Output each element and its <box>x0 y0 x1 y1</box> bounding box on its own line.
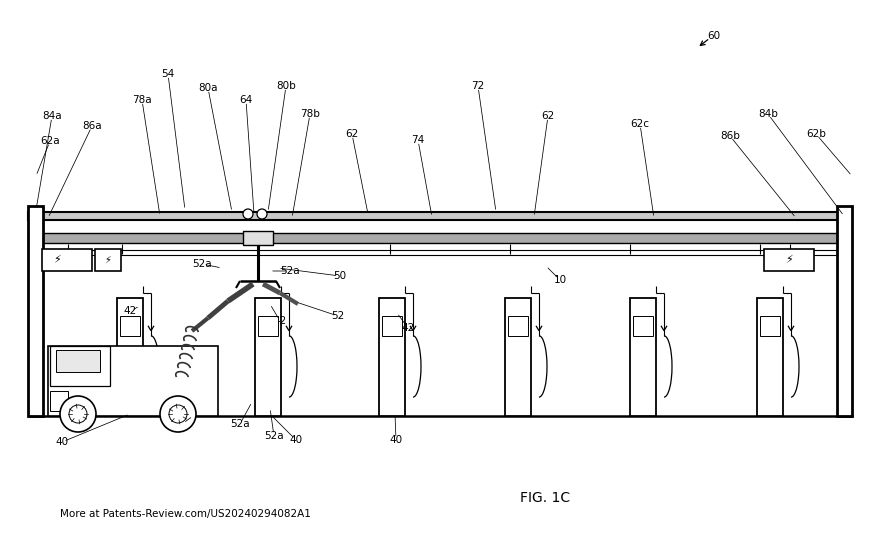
Text: 80b: 80b <box>276 81 296 91</box>
Text: 78b: 78b <box>300 109 320 119</box>
Bar <box>757 298 783 416</box>
Text: 78a: 78a <box>132 95 152 105</box>
Text: 62a: 62a <box>40 136 60 146</box>
Text: 86a: 86a <box>82 121 102 131</box>
Bar <box>258 316 278 336</box>
Bar <box>117 298 143 416</box>
Bar <box>28 212 852 220</box>
Bar <box>505 298 531 416</box>
Text: FIG. 1C: FIG. 1C <box>520 491 570 505</box>
Text: 84a: 84a <box>42 111 62 121</box>
Text: 40: 40 <box>390 435 402 445</box>
Text: 60: 60 <box>708 31 721 41</box>
Bar <box>764 249 814 271</box>
Text: 80a: 80a <box>198 83 217 93</box>
Bar <box>120 316 140 336</box>
Circle shape <box>69 405 87 423</box>
Text: 42: 42 <box>274 316 287 326</box>
Bar <box>255 298 281 416</box>
Circle shape <box>257 209 267 219</box>
Text: 40: 40 <box>290 435 303 445</box>
Bar <box>633 316 653 336</box>
Bar <box>837 206 852 416</box>
Text: 10: 10 <box>554 275 567 285</box>
Text: 62: 62 <box>345 129 359 139</box>
Bar <box>43 250 852 255</box>
Bar <box>95 249 121 271</box>
Text: ⚡: ⚡ <box>105 255 112 265</box>
Circle shape <box>60 396 96 432</box>
Bar <box>28 206 43 416</box>
Circle shape <box>243 209 253 219</box>
Bar <box>630 298 656 416</box>
Bar <box>56 350 100 372</box>
Text: 72: 72 <box>472 81 485 91</box>
Text: 42: 42 <box>401 323 414 333</box>
Bar <box>508 316 528 336</box>
Text: ⚡: ⚡ <box>53 255 61 265</box>
Bar <box>48 346 218 416</box>
Text: 52a: 52a <box>280 266 300 276</box>
Text: 40: 40 <box>55 437 69 447</box>
Bar <box>42 249 92 271</box>
Text: 52a: 52a <box>231 419 250 429</box>
Text: 52a: 52a <box>264 431 284 441</box>
Text: 42: 42 <box>123 306 136 316</box>
Bar <box>760 316 780 336</box>
Text: ⚡: ⚡ <box>785 255 793 265</box>
Text: 62: 62 <box>541 111 554 121</box>
Text: 20: 20 <box>175 419 188 429</box>
Text: 52: 52 <box>332 311 345 321</box>
Text: 86b: 86b <box>720 131 740 141</box>
Text: More at Patents-Review.com/US20240294082A1: More at Patents-Review.com/US20240294082… <box>60 509 311 519</box>
Text: 50: 50 <box>334 271 347 281</box>
Bar <box>50 391 68 411</box>
Bar <box>50 346 110 386</box>
Text: 74: 74 <box>411 135 425 145</box>
Bar <box>382 316 402 336</box>
Circle shape <box>169 405 187 423</box>
Text: 64: 64 <box>239 95 253 105</box>
Bar <box>379 298 405 416</box>
Bar <box>243 231 273 245</box>
Text: 52a: 52a <box>192 259 212 269</box>
Text: 62b: 62b <box>806 129 826 139</box>
Circle shape <box>160 396 196 432</box>
Text: 84b: 84b <box>758 109 778 119</box>
Text: 54: 54 <box>161 69 174 79</box>
Bar <box>28 233 852 243</box>
Text: 62c: 62c <box>630 119 649 129</box>
